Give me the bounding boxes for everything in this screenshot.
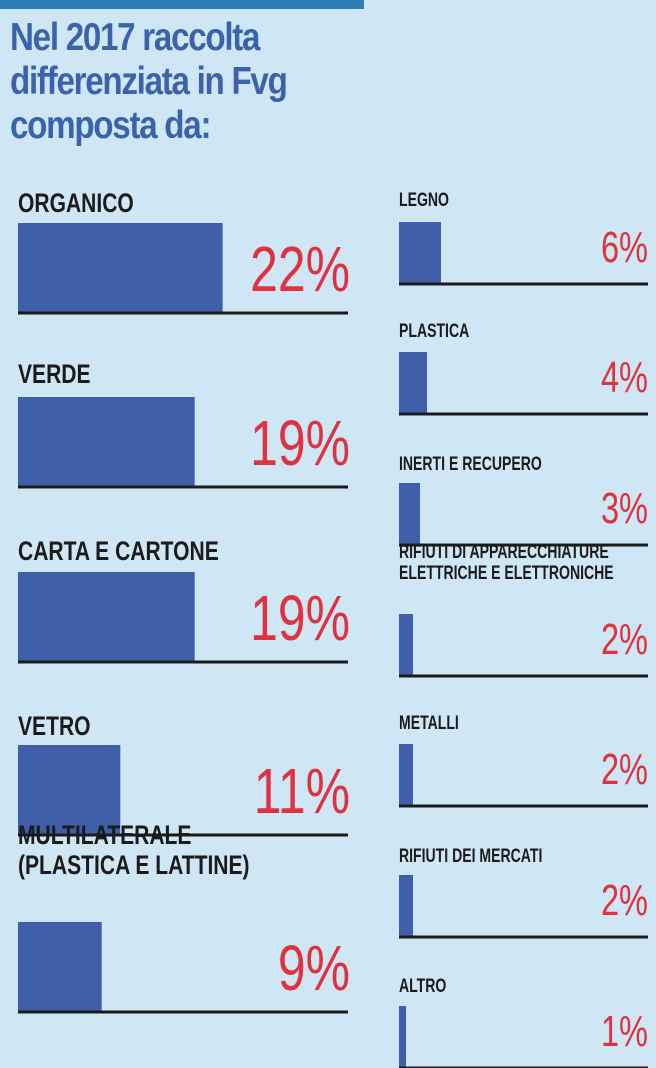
bar-item-10: [399, 744, 413, 806]
value-label-item-12: 1%: [601, 1007, 648, 1056]
top-accent-strip: [0, 0, 364, 9]
bar-item-12: [399, 1006, 406, 1068]
category-label-item-10: METALLI: [399, 712, 459, 734]
category-label-item-1: ORGANICO: [18, 189, 134, 219]
value-label-item-8: 3%: [601, 484, 648, 533]
category-label-line: INERTI E RECUPERO: [399, 453, 542, 475]
category-label-line: LEGNO: [399, 189, 449, 211]
chart-title: Nel 2017 raccolta differenziata in Fvg c…: [10, 16, 288, 147]
bar-item-6: [399, 222, 441, 284]
category-label-line: (PLASTICA E LATTINE): [18, 851, 250, 881]
category-label-item-4: VETRO: [18, 712, 91, 742]
category-label-item-8: INERTI E RECUPERO: [399, 453, 542, 475]
category-label-line: ORGANICO: [18, 189, 134, 219]
category-label-line: VETRO: [18, 712, 91, 742]
bar-item-4: [18, 745, 121, 835]
category-label-item-3: CARTA E CARTONE: [18, 537, 219, 567]
value-label-item-3: 19%: [250, 583, 350, 654]
value-label-item-5: 9%: [278, 933, 350, 1004]
category-label-line: CARTA E CARTONE: [18, 537, 219, 567]
bar-item-5: [18, 922, 102, 1012]
value-label-item-11: 2%: [601, 876, 648, 925]
value-label-item-4: 11%: [254, 756, 350, 827]
value-label-item-10: 2%: [601, 745, 648, 794]
value-label-item-2: 19%: [250, 408, 350, 479]
category-label-line: ELETTRICHE E ELETTRONICHE: [399, 562, 614, 584]
bar-item-7: [399, 352, 427, 414]
value-label-item-9: 2%: [601, 615, 648, 664]
category-label-line: PLASTICA: [399, 320, 469, 342]
category-label-item-11: RIFIUTI DEI MERCATI: [399, 845, 542, 867]
bar-item-9: [399, 614, 413, 676]
category-label-line: RIFIUTI DI APPARECCHIATURE: [399, 541, 609, 563]
category-label-item-6: LEGNO: [399, 189, 449, 211]
bar-item-2: [18, 397, 195, 487]
bar-item-11: [399, 875, 413, 937]
category-label-line: VERDE: [18, 360, 91, 390]
category-label-line: RIFIUTI DEI MERCATI: [399, 845, 542, 867]
value-label-item-6: 6%: [601, 223, 648, 272]
category-label-item-7: PLASTICA: [399, 320, 469, 342]
category-label-item-9: RIFIUTI DI APPARECCHIATURE ELETTRICHE E E…: [399, 541, 614, 584]
category-label-line: METALLI: [399, 712, 459, 734]
value-label-item-1: 22%: [250, 234, 350, 305]
category-label-item-5: MULTILATERALE (PLASTICA E LATTINE): [18, 821, 250, 881]
bar-item-3: [18, 572, 195, 662]
category-label-item-2: VERDE: [18, 360, 91, 390]
value-label-item-7: 4%: [601, 353, 648, 402]
bar-item-1: [18, 223, 223, 313]
bar-item-8: [399, 483, 420, 545]
category-label-line: ALTRO: [399, 975, 446, 997]
category-label-item-12: ALTRO: [399, 975, 446, 997]
category-label-line: MULTILATERALE: [18, 821, 191, 851]
